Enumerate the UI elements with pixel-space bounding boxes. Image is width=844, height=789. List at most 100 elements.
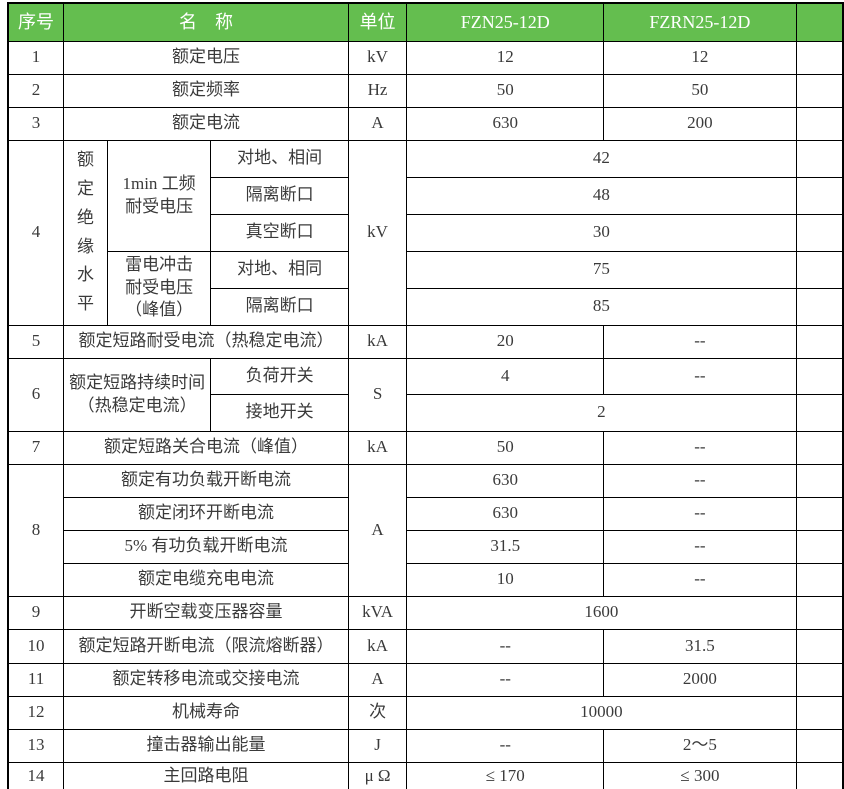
table-cell [795,595,844,630]
table-cell [795,761,844,789]
col-header-seq: 序号 [7,2,65,42]
name-cell: 额定短路关合电流（峰值） [63,430,349,465]
unit-cell: A [347,662,408,697]
subname-cell: 对地、相同 [210,250,349,289]
unit-cell: kA [347,628,408,664]
spec-table-body: 序号名 称单位 FZN25-12D FZRN25-12D 1 额定电压 kV 12 12 2 额定… [7,2,844,789]
unit-cell: A [347,106,408,141]
table-cell [795,250,844,289]
value-cell-fzn: 20 [406,324,605,359]
name-cell: 额定短路开断电流（限流熔断器） [63,628,349,664]
value-cell-fzn: 10 [406,562,605,597]
row-9: 9 开断空载变压器容量 kVA 1600 [7,595,844,630]
subname-cell: 隔离断口 [210,287,349,326]
row-4c: 真空断口 30 [8,213,844,252]
value-cell-fzn: -- [406,628,605,664]
table-cell [795,176,844,215]
value-cell-fzrn: -- [603,529,797,564]
value-cell-merged: 10000 [406,695,797,730]
name-cell: 额定短路持续时间（热稳定电流） [63,357,212,432]
table-cell [795,662,844,697]
row-4e: 隔离断口 85 [8,287,844,326]
value-cell-fzn: 4 [406,357,605,395]
value-cell-fzrn: 200 [603,106,797,141]
value-cell-fzrn: -- [603,463,797,498]
row-6b: 接地开关 2 [8,393,844,432]
unit-cell: J [347,728,408,763]
col-header-model-1: FZN25-12D [406,2,605,42]
name-cell: 额定电压 [63,40,349,75]
row-8c: 5% 有功负载开断电流 31.5 -- [8,529,844,564]
seq-cell: 1 [7,40,65,75]
unit-cell: 次 [347,695,408,730]
value-cell-merged: 75 [406,250,797,289]
seq-cell: 4 [7,139,65,326]
subname-cell: 1min 工频耐受电压 [106,139,212,252]
value-cell-fzn: -- [406,662,605,697]
seq-cell: 10 [7,628,65,664]
row-5: 5 额定短路耐受电流（热稳定电流） kA 20 -- [7,324,844,359]
value-cell-fzrn: -- [603,430,797,465]
table-cell [795,393,844,432]
table-cell [795,73,844,108]
row-4d: 雷电冲击耐受电压（峰值） 对地、相同 75 [8,250,844,326]
name-cell: 额定频率 [63,73,349,108]
row-13: 13 撞击器输出能量 J -- 2～5 [7,728,844,763]
value-cell-fzrn: ≤ 300 [603,761,797,789]
seq-cell: 2 [7,73,65,108]
seq-cell: 8 [7,463,65,597]
unit-cell: kV [347,139,408,326]
table-cell [795,430,844,465]
row-4b: 隔离断口 48 [8,176,844,215]
unit-cell: kA [347,430,408,465]
value-cell-fzn: -- [406,728,605,763]
row-10: 10 额定短路开断电流（限流熔断器） kA -- 31.5 [7,628,844,664]
value-cell-fzrn: -- [603,324,797,359]
name-cell: 5% 有功负载开断电流 [63,529,349,564]
value-cell-fzrn: -- [603,562,797,597]
table-cell [795,496,844,531]
seq-cell: 9 [7,595,65,630]
row-12: 12 机械寿命次 10000 [7,695,844,730]
unit-cell: μ Ω [347,761,408,789]
value-cell-merged: 42 [406,139,797,178]
table-cell [795,628,844,664]
name-cell: 额定闭环开断电流 [63,496,349,531]
value-cell-fzn: 31.5 [406,529,605,564]
table-cell [795,357,844,395]
value-cell-merged: 1600 [406,595,797,630]
value-cell-fzrn: -- [603,496,797,531]
value-cell-merged: 30 [406,213,797,252]
name-cell: 主回路电阻 [63,761,349,789]
subname-cell: 接地开关 [210,393,349,432]
table-cell [795,324,844,359]
subname-cell: 对地、相间 [210,139,349,178]
name-cell: 开断空载变压器容量 [63,595,349,630]
table-cell [795,40,844,75]
unit-cell: A [347,463,408,597]
row-8b: 额定闭环开断电流 630 -- [8,496,844,531]
col-header-unit: 单位 [347,2,408,42]
value-cell-fzn: 12 [406,40,605,75]
table-cell [795,287,844,326]
row-6a: 6 额定短路持续时间（热稳定电流） 负荷开关 S 4 -- [7,357,844,432]
subname-cell: 真空断口 [210,213,349,252]
value-cell-merged: 2 [406,393,797,432]
table-cell [795,106,844,141]
value-cell-fzn: ≤ 170 [406,761,605,789]
table-cell [795,139,844,178]
value-cell-fzrn: 2～5 [603,728,797,763]
value-cell-fzn: 630 [406,106,605,141]
table-cell [795,213,844,252]
value-cell-merged: 85 [406,287,797,326]
row-4a: 4 额定绝缘水平 1min 工频耐受电压 对地、相间 kV 42 [7,139,844,326]
row-7: 7 额定短路关合电流（峰值） kA 50 -- [7,430,844,465]
value-cell-fzn: 50 [406,73,605,108]
table-cell [795,529,844,564]
subname-cell: 负荷开关 [210,357,349,395]
name-cell: 额定有功负载开断电流 [63,463,349,498]
seq-cell: 3 [7,106,65,141]
value-cell-fzrn: 12 [603,40,797,75]
name-cell: 额定电流 [63,106,349,141]
